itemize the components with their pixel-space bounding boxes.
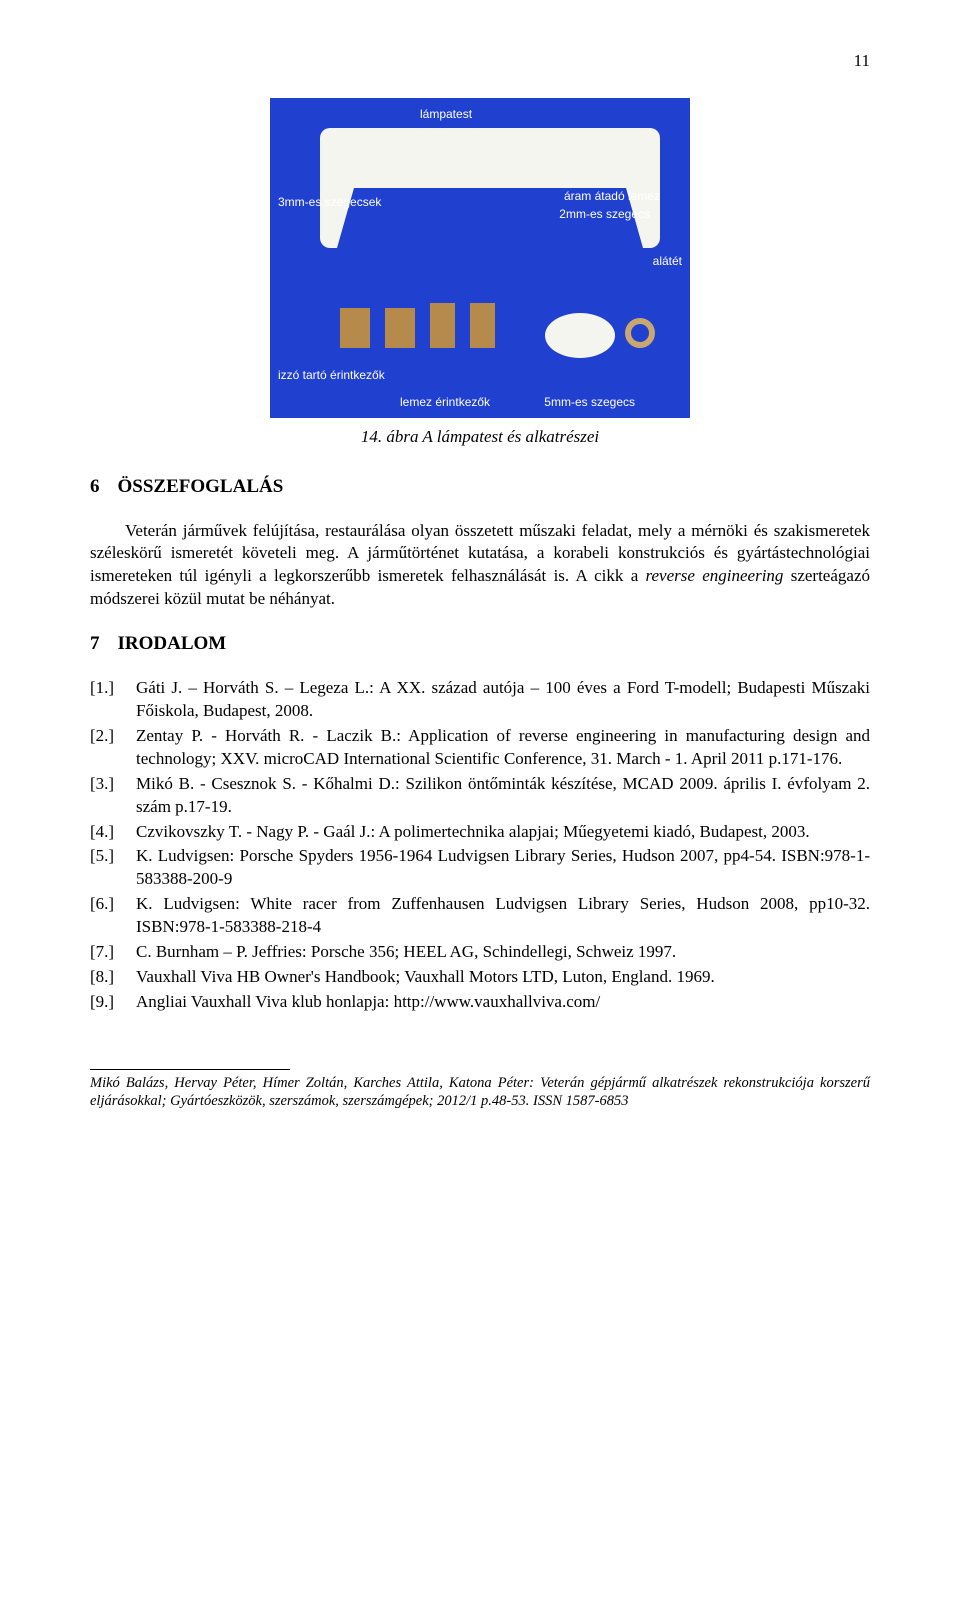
reference-item: [3.]Mikó B. - Csesznok S. - Kőhalmi D.: … bbox=[90, 773, 870, 819]
reference-key: [5.] bbox=[90, 845, 136, 891]
reference-key: [9.] bbox=[90, 991, 136, 1014]
reference-text: Vauxhall Viva HB Owner's Handbook; Vauxh… bbox=[136, 966, 870, 989]
section-number: 6 bbox=[90, 476, 100, 497]
section-summary-heading: 6 ÖSSZEFOGLALÁS bbox=[90, 474, 870, 500]
figure-ring-piece bbox=[625, 318, 655, 348]
section-title: ÖSSZEFOGLALÁS bbox=[118, 476, 284, 497]
footer-separator bbox=[90, 1069, 290, 1070]
reference-text: K. Ludvigsen: White racer from Zuffenhau… bbox=[136, 893, 870, 939]
italic-term: reverse engineering bbox=[646, 566, 784, 585]
figure-label-lemez: lemez érintkezők bbox=[400, 394, 490, 410]
reference-item: [5.]K. Ludvigsen: Porsche Spyders 1956-1… bbox=[90, 845, 870, 891]
reference-text: Czvikovszky T. - Nagy P. - Gaál J.: A po… bbox=[136, 821, 870, 844]
reference-key: [4.] bbox=[90, 821, 136, 844]
page-number: 11 bbox=[90, 50, 870, 73]
section-title: IRODALOM bbox=[118, 633, 227, 654]
reference-item: [4.]Czvikovszky T. - Nagy P. - Gaál J.: … bbox=[90, 821, 870, 844]
reference-key: [3.] bbox=[90, 773, 136, 819]
reference-item: [7.]C. Burnham – P. Jeffries: Porsche 35… bbox=[90, 941, 870, 964]
figure-caption: 14. ábra A lámpatest és alkatrészei bbox=[90, 426, 870, 449]
figure-metal-piece bbox=[470, 303, 495, 348]
reference-text: K. Ludvigsen: Porsche Spyders 1956-1964 … bbox=[136, 845, 870, 891]
figure-label-lampatest: lámpatest bbox=[420, 106, 472, 122]
section-refs-heading: 7 IRODALOM bbox=[90, 631, 870, 657]
reference-key: [2.] bbox=[90, 725, 136, 771]
reference-text: Zentay P. - Horváth R. - Laczik B.: Appl… bbox=[136, 725, 870, 771]
figure-label-alatet: alátét bbox=[653, 253, 682, 269]
figure-white-lever bbox=[545, 313, 615, 358]
figure-metal-piece bbox=[430, 303, 455, 348]
figure-label-izzo: izzó tartó érintkezők bbox=[278, 367, 385, 383]
reference-text: C. Burnham – P. Jeffries: Porsche 356; H… bbox=[136, 941, 870, 964]
reference-key: [1.] bbox=[90, 677, 136, 723]
reference-item: [2.]Zentay P. - Horváth R. - Laczik B.: … bbox=[90, 725, 870, 771]
section-number: 7 bbox=[90, 633, 100, 654]
reference-item: [6.]K. Ludvigsen: White racer from Zuffe… bbox=[90, 893, 870, 939]
reference-key: [8.] bbox=[90, 966, 136, 989]
reference-text: Gáti J. – Horváth S. – Legeza L.: A XX. … bbox=[136, 677, 870, 723]
figure-image: lámpatest 3mm-es szegecsek áram átadó le… bbox=[270, 98, 690, 418]
footer-citation: Mikó Balázs, Hervay Péter, Hímer Zoltán,… bbox=[90, 1074, 870, 1110]
reference-key: [7.] bbox=[90, 941, 136, 964]
reference-key: [6.] bbox=[90, 893, 136, 939]
summary-paragraph: Veterán járművek felújítása, restaurálás… bbox=[90, 520, 870, 612]
figure-label-3mm: 3mm-es szegecsek bbox=[278, 194, 381, 210]
references-list: [1.]Gáti J. – Horváth S. – Legeza L.: A … bbox=[90, 677, 870, 1014]
reference-item: [9.]Angliai Vauxhall Viva klub honlapja:… bbox=[90, 991, 870, 1014]
figure-metal-piece bbox=[340, 308, 370, 348]
reference-item: [8.]Vauxhall Viva HB Owner's Handbook; V… bbox=[90, 966, 870, 989]
reference-text: Angliai Vauxhall Viva klub honlapja: htt… bbox=[136, 991, 870, 1014]
reference-item: [1.]Gáti J. – Horváth S. – Legeza L.: A … bbox=[90, 677, 870, 723]
figure-block: lámpatest 3mm-es szegecsek áram átadó le… bbox=[90, 98, 870, 418]
figure-label-5mm: 5mm-es szegecs bbox=[544, 394, 635, 410]
figure-label-2mm: 2mm-es szegecs bbox=[559, 206, 650, 222]
figure-metal-piece bbox=[385, 308, 415, 348]
figure-label-aram: áram átadó lemez bbox=[564, 188, 660, 204]
reference-text: Mikó B. - Csesznok S. - Kőhalmi D.: Szil… bbox=[136, 773, 870, 819]
